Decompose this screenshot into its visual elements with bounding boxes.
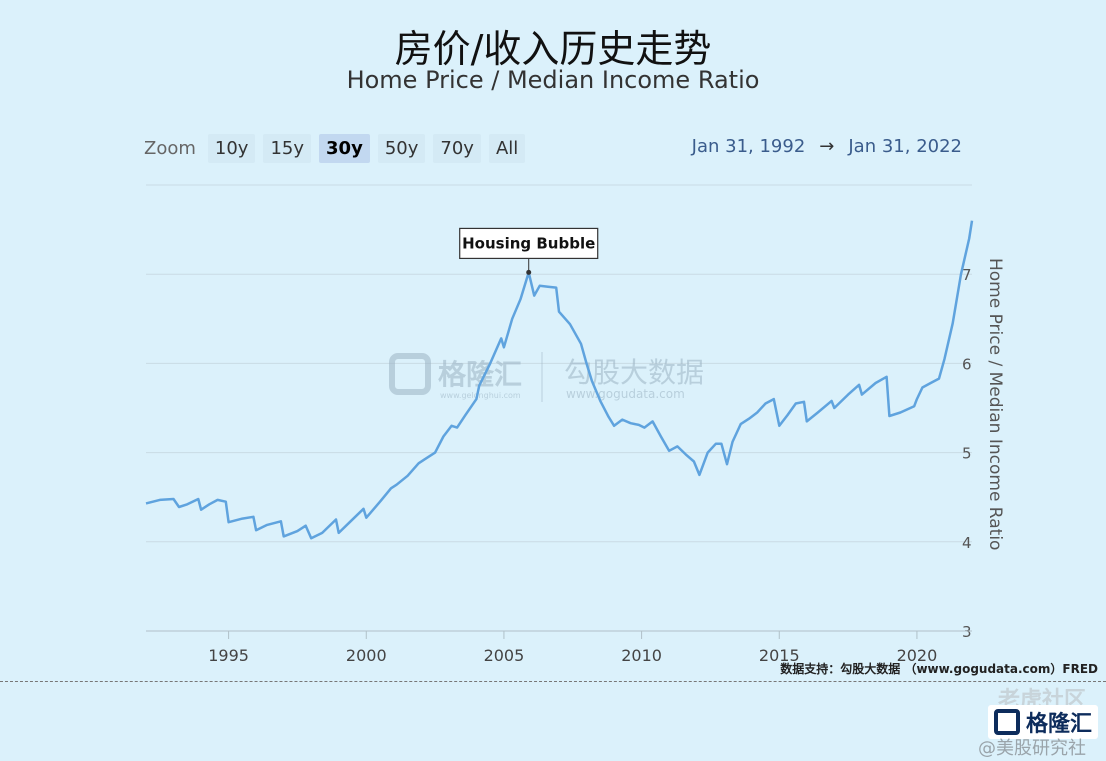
chart-title-english: Home Price / Median Income Ratio [346,66,760,94]
zoom-button-all[interactable]: All [488,133,526,163]
x-tick-label: 2000 [346,646,387,665]
watermark-logo-icon [389,353,431,395]
date-range-display: Jan 31, 1992 → Jan 31, 2022 [692,136,962,157]
zoom-button-70y[interactable]: 70y [433,133,481,163]
x-tick-label: 2005 [484,646,525,665]
chart-title-chinese: 房价/收入历史走势 [394,27,712,71]
footer-logo: 格隆汇 [987,705,1098,739]
zoom-button-50y[interactable]: 50y [377,133,426,163]
y-axis-title: Home Price / Median Income Ratio [985,258,1005,550]
x-tick-label: 2010 [621,646,662,665]
annotation-point [526,269,532,275]
zoom-button-30y[interactable]: 30y [319,133,370,163]
range-end-date[interactable]: Jan 31, 2022 [848,136,962,157]
zoom-label: Zoom [144,137,196,159]
x-tick-label: 2020 [897,646,938,665]
range-arrow: → [819,136,835,157]
watermark-brand2: 勾股大数据 [564,356,704,389]
y-tick-label: 5 [962,445,972,463]
x-tick-label: 2015 [759,646,800,665]
annotation-label: Housing Bubble [462,234,595,252]
annotation-box [459,227,599,260]
zoom-bar: Zoom 10y 15y 30y 50y 70y All [144,132,526,164]
chart-watermark: 格隆汇 www.gelonghui.com 勾股大数据 www.gogudata… [389,352,704,402]
series-line [145,220,974,540]
data-source: 数据支持：勾股大数据 （www.gogudata.com）FRED [780,662,1098,676]
housing-bubble-annotation: Housing Bubble [459,227,599,275]
watermark-brand1-url: www.gelonghui.com [440,391,521,400]
watermark-brand2-url: www.gogudata.com [566,387,685,401]
zoom-button-15y[interactable]: 15y [263,133,312,163]
y-tick-label: 7 [962,266,972,284]
y-tick-label: 6 [962,355,972,373]
footer-caption: @美股研究社 [978,738,1086,759]
y-tick-label: 4 [962,534,972,552]
footer-logo-text: 格隆汇 [1025,712,1092,737]
range-start-date[interactable]: Jan 31, 1992 [691,136,806,157]
y-tick-label: 3 [962,623,972,641]
axes: 3 4 5 6 7 1995 2000 2005 2010 2015 2020 [146,266,972,665]
x-tick-label: 1995 [208,646,249,665]
footer-divider [0,681,1106,682]
zoom-button-10y[interactable]: 10y [207,133,256,163]
logo-icon [993,709,1020,735]
